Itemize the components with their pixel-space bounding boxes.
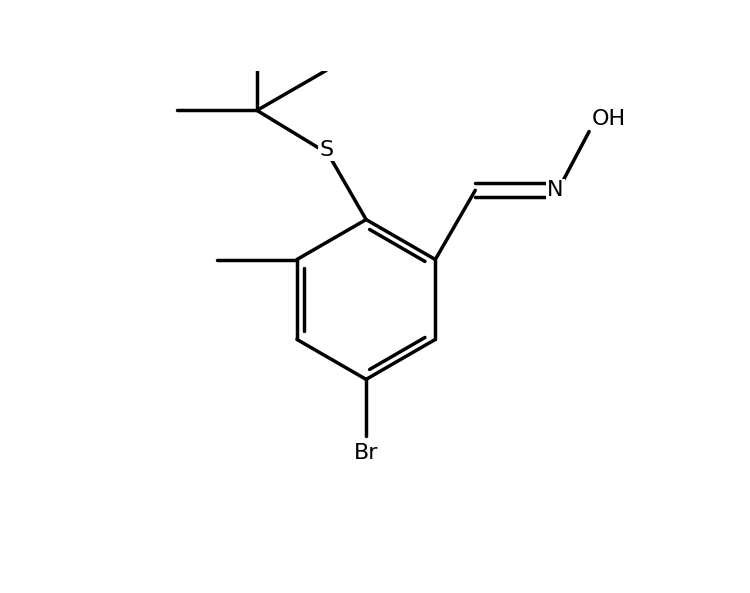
Text: Br: Br	[354, 444, 378, 463]
Text: S: S	[319, 141, 333, 160]
Text: N: N	[547, 180, 563, 200]
Text: OH: OH	[592, 109, 626, 129]
